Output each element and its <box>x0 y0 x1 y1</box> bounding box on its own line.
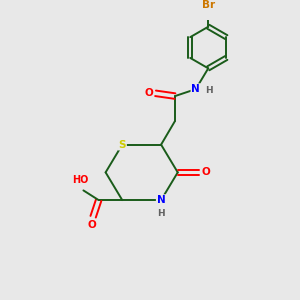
Text: HO: HO <box>72 176 88 185</box>
Text: H: H <box>157 209 165 218</box>
Text: O: O <box>201 167 210 177</box>
Text: O: O <box>144 88 153 98</box>
Text: N: N <box>191 84 200 94</box>
Text: N: N <box>157 195 166 205</box>
Text: Br: Br <box>202 0 215 11</box>
Text: S: S <box>118 140 126 150</box>
Text: O: O <box>87 220 96 230</box>
Text: H: H <box>205 86 212 95</box>
